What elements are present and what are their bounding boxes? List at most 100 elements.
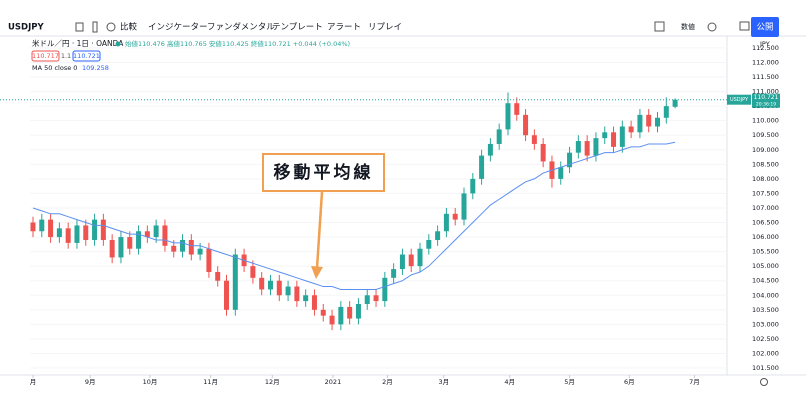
- candle-body: [224, 280, 230, 310]
- arrow-head: [311, 266, 323, 279]
- bid[interactable]: 110.717: [32, 52, 59, 60]
- candle-body: [655, 117, 661, 127]
- candle-body: [338, 306, 344, 325]
- compare-icon[interactable]: [106, 22, 116, 32]
- ask-box[interactable]: [72, 50, 101, 62]
- toolbar-item[interactable]: アラート: [327, 23, 361, 33]
- plot: 101.500 102.000 102.500 103.000 103.500 104.0…: [0, 44, 779, 386]
- annotation-box: [262, 153, 385, 192]
- toolbar-item[interactable]: インジケーター: [148, 23, 208, 33]
- candle-body: [180, 239, 186, 252]
- publish-label[interactable]: 公開: [756, 23, 773, 33]
- candle-body: [118, 237, 124, 258]
- candle-body: [637, 114, 643, 133]
- toolbar-item[interactable]: テンプレート: [272, 23, 323, 33]
- y-tick-label: 109.500: [752, 131, 779, 139]
- candle-body: [92, 219, 98, 240]
- legend-ohlc: 始値110.476 高値110.765 安値110.425 終値110.721 …: [125, 39, 350, 48]
- candle-body: [355, 303, 361, 319]
- y-tick-label: 105.500: [752, 248, 779, 256]
- candle-body: [250, 266, 256, 278]
- candle-body: [575, 141, 581, 153]
- interval-icon[interactable]: [75, 22, 84, 32]
- ask[interactable]: 110.721: [73, 52, 100, 60]
- candle-body: [540, 143, 546, 162]
- candle-body: [452, 213, 458, 220]
- bid-box[interactable]: [31, 50, 60, 62]
- y-tick-label: 105.000: [752, 262, 779, 270]
- symbol-tag: [727, 94, 751, 105]
- toolbar-item[interactable]: 比較: [120, 22, 138, 33]
- candle-body: [83, 225, 89, 240]
- axis-settings[interactable]: [760, 378, 768, 386]
- axis-unit[interactable]: JPY: [759, 40, 770, 48]
- y-tick-label: 103.500: [752, 306, 779, 314]
- settings-icon[interactable]: [707, 22, 717, 32]
- value-mode[interactable]: 数値: [681, 22, 695, 31]
- layout-icon[interactable]: [654, 21, 665, 32]
- candle-body: [567, 152, 573, 168]
- y-tick-label: 111.000: [752, 88, 779, 96]
- market-status: [115, 41, 121, 47]
- ma-label: MA 50 close 0: [32, 64, 77, 72]
- camera-icon[interactable]: [739, 21, 750, 31]
- legend-title: 米ドル／円 · 1日 · OANDA: [32, 38, 124, 48]
- x-tick-label: 7月: [689, 378, 700, 386]
- toolbar-item[interactable]: リプレイ: [368, 23, 402, 33]
- moving-average: [32, 141, 676, 290]
- publish-button[interactable]: [751, 17, 779, 37]
- candle-body: [303, 295, 309, 302]
- candle-body: [136, 231, 142, 249]
- annotation: 移動平均線: [262, 153, 385, 279]
- candle-body: [523, 114, 529, 136]
- candle-body: [391, 269, 397, 278]
- y-tick-label: 109.000: [752, 146, 779, 154]
- x-tick-label: 月: [30, 378, 37, 386]
- candle-body: [276, 280, 282, 296]
- y-tick-label: 107.500: [752, 189, 779, 197]
- candle-body: [558, 167, 564, 179]
- candle-body: [435, 231, 441, 240]
- candle-body: [461, 193, 467, 220]
- y-tick-label: 108.000: [752, 175, 779, 183]
- y-tick-label: 111.500: [752, 73, 779, 81]
- candle-body: [74, 225, 80, 243]
- x-tick-label: 2021: [325, 378, 342, 386]
- y-tick-label: 107.000: [752, 204, 779, 212]
- x-tick-label: 6月: [624, 378, 635, 386]
- candle-body: [364, 295, 370, 304]
- symbol[interactable]: USDJPY: [8, 23, 44, 33]
- y-tick-label: 110.000: [752, 117, 779, 125]
- x-tick-label: 9月: [85, 378, 96, 386]
- x-tick-label: 2月: [382, 378, 393, 386]
- y-tick-label: 112.500: [752, 44, 779, 52]
- candle-body: [197, 248, 203, 255]
- candle-body: [672, 99, 678, 107]
- y-tick-label: 106.000: [752, 233, 779, 241]
- y-tick-label: 102.500: [752, 335, 779, 343]
- candle-body: [347, 306, 353, 319]
- candle-body: [65, 228, 71, 243]
- price-tag: [752, 93, 780, 108]
- candle-body: [232, 254, 238, 310]
- candle-body: [496, 129, 502, 144]
- candle-body: [30, 222, 36, 232]
- candle-body: [470, 178, 476, 194]
- candle-body: [487, 143, 493, 156]
- y-tick-label: 102.000: [752, 349, 779, 357]
- candle-body: [162, 225, 168, 246]
- x-tick-label: 10月: [143, 378, 158, 386]
- candle-body: [505, 103, 511, 130]
- candle-body: [584, 141, 590, 156]
- candle-body: [206, 248, 212, 272]
- candle-body: [426, 239, 432, 249]
- candle-body: [48, 219, 54, 238]
- candle-body: [514, 103, 520, 115]
- candle-body: [267, 280, 273, 290]
- candle-body: [127, 237, 133, 249]
- chart-type-icon[interactable]: [92, 21, 98, 33]
- toolbar-item[interactable]: ファンダメンタル: [207, 22, 275, 33]
- candle-body: [479, 155, 485, 179]
- candle-body: [611, 132, 617, 147]
